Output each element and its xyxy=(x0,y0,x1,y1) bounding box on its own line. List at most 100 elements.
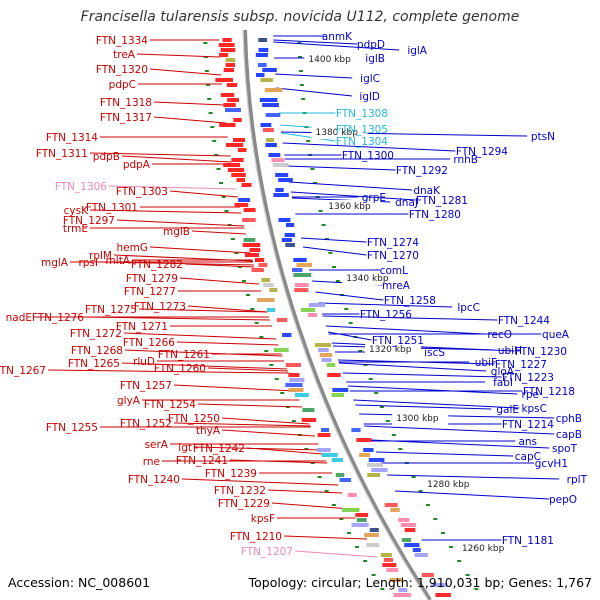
gene-feature-block[interactable] xyxy=(431,583,448,587)
gene-label-left[interactable]: FTN_1273 xyxy=(134,301,186,313)
gene-label-right[interactable]: rpe xyxy=(522,389,539,401)
gene-feature-block[interactable] xyxy=(225,108,241,112)
gene-feature-block[interactable] xyxy=(244,253,259,257)
gene-label-right[interactable]: ubiH xyxy=(498,345,522,357)
gene-label-right[interactable]: gcvH1 xyxy=(535,458,568,470)
gene-label-left[interactable]: pdpC xyxy=(109,79,136,91)
gene-label-right[interactable]: FTN_1308 xyxy=(336,108,388,120)
gene-feature-block[interactable] xyxy=(218,43,235,47)
gene-label-right[interactable]: FTN_1181 xyxy=(502,535,554,547)
gene-label-right[interactable]: mreA xyxy=(382,280,411,292)
gene-label-right[interactable]: FTN_1223 xyxy=(502,372,554,384)
gene-feature-block[interactable] xyxy=(249,248,261,252)
gene-feature-block[interactable] xyxy=(332,388,349,392)
gene-label-left[interactable]: FTN_1272 xyxy=(70,328,122,340)
gene-label-left[interactable]: FTN_1241 xyxy=(176,455,228,467)
gene-feature-block[interactable] xyxy=(321,453,338,457)
gene-feature-block[interactable] xyxy=(266,138,275,142)
gene-feature-block[interactable] xyxy=(220,48,236,52)
gene-label-left[interactable]: FTN_1255 xyxy=(46,422,98,434)
gene-label-right[interactable]: queA xyxy=(542,329,570,341)
gene-feature-block[interactable] xyxy=(356,438,372,442)
gene-feature-block[interactable] xyxy=(351,523,369,527)
gene-feature-block[interactable] xyxy=(236,178,246,182)
gene-label-left[interactable]: FTN_1275 xyxy=(85,304,137,316)
gene-feature-block[interactable] xyxy=(238,198,251,202)
gene-feature-block[interactable] xyxy=(273,193,289,197)
gene-label-left[interactable]: trmE xyxy=(63,223,88,235)
gene-feature-block[interactable] xyxy=(354,433,370,437)
gene-feature-block[interactable] xyxy=(289,378,305,382)
gene-feature-block[interactable] xyxy=(258,48,269,52)
gene-label-left[interactable]: FTN_1317 xyxy=(100,112,152,124)
gene-feature-block[interactable] xyxy=(293,273,312,277)
gene-feature-block[interactable] xyxy=(223,103,236,107)
gene-feature-block[interactable] xyxy=(321,358,332,362)
gene-feature-block[interactable] xyxy=(364,533,379,537)
gene-feature-block[interactable] xyxy=(269,288,278,292)
gene-label-right[interactable]: anmK xyxy=(322,31,353,43)
gene-label-left[interactable]: FTN_1254 xyxy=(144,399,196,411)
gene-label-right[interactable]: ans xyxy=(518,436,537,448)
gene-label-right[interactable]: FTN_1304 xyxy=(336,136,388,148)
gene-label-right[interactable]: lpcC xyxy=(457,302,480,314)
gene-feature-block[interactable] xyxy=(318,348,329,352)
gene-feature-block[interactable] xyxy=(233,138,245,142)
gene-label-left[interactable]: FTN_1303 xyxy=(116,186,168,198)
gene-feature-block[interactable] xyxy=(271,158,285,162)
gene-feature-block[interactable] xyxy=(339,478,352,482)
gene-label-left[interactable]: FTN_1268 xyxy=(71,345,123,357)
gene-feature-block[interactable] xyxy=(404,528,416,532)
gene-feature-block[interactable] xyxy=(260,78,273,82)
gene-label-right[interactable]: ptsN xyxy=(531,131,555,143)
gene-label-right[interactable]: FTN_1230 xyxy=(515,346,567,358)
gene-feature-block[interactable] xyxy=(300,308,316,312)
gene-label-left[interactable]: kpsF xyxy=(251,513,275,525)
gene-feature-block[interactable] xyxy=(335,398,343,402)
gene-feature-block[interactable] xyxy=(243,208,256,212)
gene-label-left[interactable]: rplM xyxy=(89,250,112,262)
gene-feature-block[interactable] xyxy=(223,68,235,72)
gene-feature-block[interactable] xyxy=(380,553,392,557)
gene-label-right[interactable]: iglD xyxy=(359,91,380,103)
gene-label-right[interactable]: iglC xyxy=(360,73,380,85)
gene-feature-block[interactable] xyxy=(421,573,434,577)
gene-feature-block[interactable] xyxy=(435,593,451,597)
gene-feature-block[interactable] xyxy=(420,568,430,572)
gene-feature-block[interactable] xyxy=(351,428,361,432)
gene-label-right[interactable]: FTN_1292 xyxy=(396,165,448,177)
gene-label-right[interactable]: kpsC xyxy=(521,403,547,415)
gene-label-left[interactable]: mglA xyxy=(41,257,69,269)
gene-feature-block[interactable] xyxy=(335,473,345,477)
gene-label-left[interactable]: FTN_1266 xyxy=(123,337,175,349)
gene-label-left[interactable]: FTN_1257 xyxy=(120,380,172,392)
gene-feature-block[interactable] xyxy=(285,363,301,367)
gene-label-right[interactable]: dnaJ xyxy=(395,197,418,209)
gene-label-right[interactable]: FTN_1258 xyxy=(384,295,436,307)
gene-label-right[interactable]: capC xyxy=(515,451,541,463)
gene-feature-block[interactable] xyxy=(367,473,380,477)
gene-label-left[interactable]: FTN_1267 xyxy=(0,365,46,377)
gene-feature-block[interactable] xyxy=(294,283,309,287)
gene-feature-block[interactable] xyxy=(371,468,388,472)
gene-label-left[interactable]: FTN_1306 xyxy=(55,181,107,193)
gene-label-right[interactable]: grpE xyxy=(362,192,386,204)
gene-label-left[interactable]: glyA xyxy=(117,395,141,407)
left-gene-labels[interactable]: FTN_1334 treA FTN_1320 pdpC FTN_1318 FTN_1317… xyxy=(0,35,293,558)
gene-feature-block[interactable] xyxy=(327,373,341,377)
gene-feature-block[interactable] xyxy=(282,333,292,337)
gene-feature-block[interactable] xyxy=(316,448,331,452)
gene-feature-block[interactable] xyxy=(225,143,244,147)
gene-label-right[interactable]: fabI xyxy=(493,377,513,389)
gene-label-right[interactable]: pdpD xyxy=(357,39,385,51)
gene-label-right[interactable]: iglB xyxy=(365,53,385,65)
gene-label-right[interactable]: comL xyxy=(380,265,408,277)
gene-feature-block[interactable] xyxy=(276,318,288,322)
gene-label-left[interactable]: FTN_1229 xyxy=(218,498,270,510)
gene-label-right[interactable]: galE xyxy=(496,404,519,416)
gene-feature-block[interactable] xyxy=(384,503,398,507)
gene-feature-block[interactable] xyxy=(331,458,343,462)
gene-feature-block[interactable] xyxy=(393,593,412,597)
gene-feature-block[interactable] xyxy=(331,393,345,397)
